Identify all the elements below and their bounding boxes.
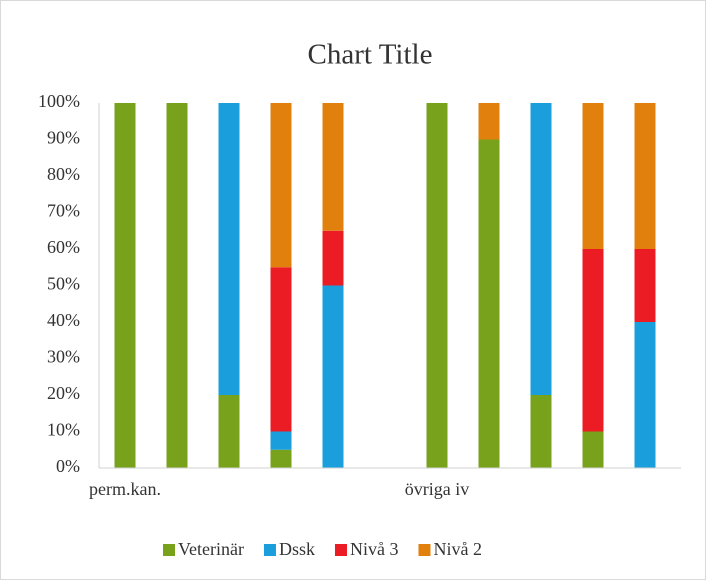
bar-segment: [530, 103, 552, 395]
y-tick-label: 10%: [47, 420, 80, 440]
y-tick-label: 80%: [47, 164, 80, 184]
y-tick-label: 100%: [38, 91, 80, 111]
y-tick-label: 90%: [47, 128, 80, 148]
legend-label: Dssk: [279, 539, 315, 559]
y-tick-label: 0%: [56, 456, 80, 476]
y-tick-label: 30%: [47, 347, 80, 367]
bar-segment: [218, 103, 240, 395]
bar-segment: [634, 103, 656, 249]
bar-segment: [114, 103, 136, 468]
y-tick-label: 50%: [47, 274, 80, 294]
bar-segment: [270, 431, 292, 450]
x-tick-label: perm.kan.: [89, 479, 161, 499]
chart-title: Chart Title: [308, 39, 433, 71]
x-tick-label: övriga iv: [405, 479, 470, 499]
bar-segment: [582, 249, 604, 432]
bar-segment: [322, 230, 344, 286]
bar-segment: [634, 322, 656, 468]
bar-segment: [478, 103, 500, 140]
legend-label: Nivå 3: [350, 539, 399, 559]
bar-segment: [322, 285, 344, 468]
bar-segment: [634, 249, 656, 322]
bar-segment: [166, 103, 188, 468]
bar-segment: [582, 431, 604, 468]
y-tick-label: 60%: [47, 237, 80, 257]
bar-segment: [530, 395, 552, 468]
bar-segment: [270, 103, 292, 268]
bar-segment: [582, 103, 604, 249]
bar-segment: [270, 267, 292, 432]
legend-label: Nivå 2: [433, 539, 482, 559]
legend-label: Veterinär: [178, 539, 244, 559]
bar-segment: [426, 103, 448, 468]
legend-swatch: [418, 544, 431, 556]
legend-swatch: [263, 544, 276, 556]
y-tick-label: 40%: [47, 310, 80, 330]
bar-segment: [478, 139, 500, 468]
y-tick-label: 20%: [47, 383, 80, 403]
bar-segment: [322, 103, 344, 231]
y-tick-label: 70%: [47, 201, 80, 221]
bar-segment: [270, 449, 292, 468]
bar-segment: [218, 395, 240, 468]
legend-swatch: [163, 544, 175, 556]
legend-swatch: [334, 544, 347, 556]
